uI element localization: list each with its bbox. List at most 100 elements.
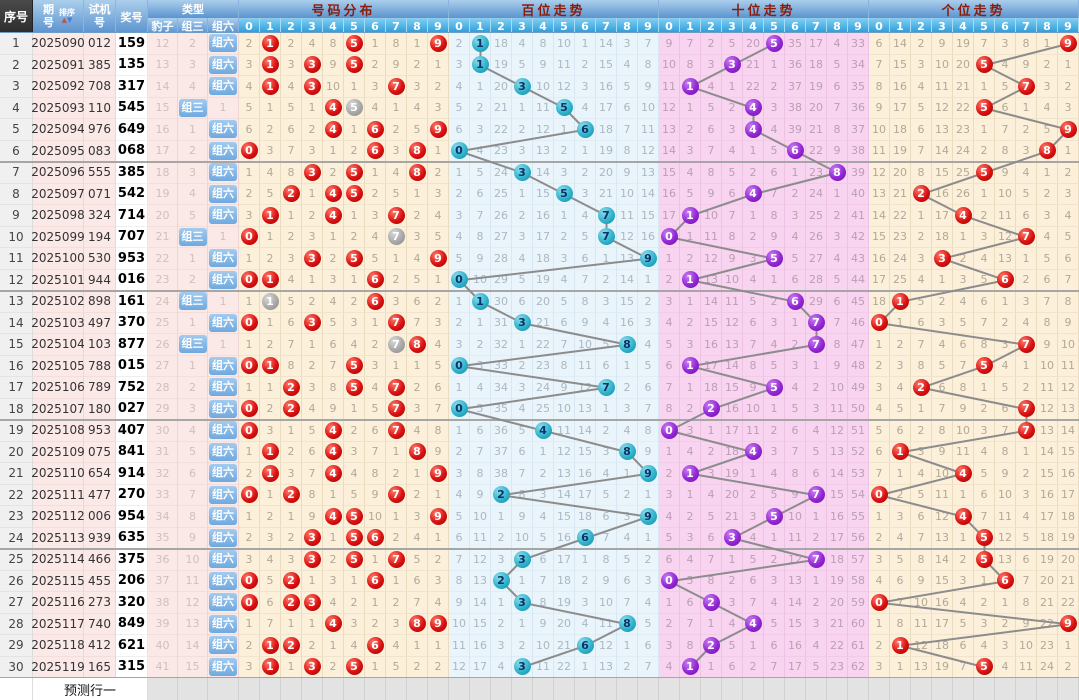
- trend-miss-cell: 10: [932, 54, 953, 76]
- trend-miss-cell: 4: [995, 54, 1016, 76]
- trend-ball-cell: 2: [701, 592, 722, 614]
- prediction-row-label: 预测行一: [33, 678, 148, 700]
- number-ball: 1: [261, 357, 279, 375]
- distribution-miss-cell: 3: [407, 506, 428, 528]
- number-ball: 4: [534, 421, 552, 439]
- distribution-miss-cell: 1: [407, 33, 428, 55]
- number-ball: 0: [240, 228, 258, 246]
- group3-miss-cell: 3: [178, 54, 208, 76]
- trend-miss-cell: 11: [554, 54, 575, 76]
- distribution-miss-cell: 7: [323, 355, 344, 377]
- prize-number-cell: 027: [116, 398, 148, 420]
- trend-miss-cell: 1: [890, 312, 911, 334]
- distribution-miss-cell: 5: [365, 398, 386, 420]
- distribution-miss-cell: 2: [428, 656, 449, 678]
- distribution-miss-cell: 2: [260, 119, 281, 141]
- trend-miss-cell: 7: [827, 312, 848, 334]
- distribution-miss-cell: 1: [323, 484, 344, 506]
- trend-miss-cell: 9: [827, 355, 848, 377]
- number-ball: 2: [912, 378, 930, 396]
- trend-miss-cell: 7: [890, 592, 911, 614]
- number-ball: 5: [345, 378, 363, 396]
- number-ball: 6: [576, 636, 594, 654]
- trend-ball-cell: 3: [512, 656, 533, 678]
- distribution-ball-cell: 0: [239, 398, 260, 420]
- trend-miss-cell: 5: [512, 269, 533, 291]
- distribution-miss-cell: 2: [260, 398, 281, 420]
- trend-miss-cell: 5: [512, 420, 533, 442]
- number-ball: 2: [492, 572, 510, 590]
- trend-miss-cell: 11: [827, 398, 848, 420]
- trend-miss-cell: 6: [890, 420, 911, 442]
- trend-miss-cell: 1: [680, 377, 701, 399]
- number-ball: 0: [240, 142, 258, 160]
- trend-miss-cell: 13: [869, 183, 890, 205]
- sort-asc-icon[interactable]: ▲: [61, 16, 67, 25]
- trend-miss-cell: 7: [533, 570, 554, 592]
- period-cell: 2025093: [31, 97, 85, 119]
- trend-miss-cell: 28: [806, 269, 827, 291]
- number-ball: 7: [387, 77, 405, 95]
- distribution-miss-cell: 3: [260, 140, 281, 162]
- trend-miss-cell: 6: [974, 291, 995, 313]
- trend-miss-cell: 15: [554, 506, 575, 528]
- group6-miss-cell: 1: [208, 291, 239, 313]
- trend-ball-cell: 9: [1058, 613, 1079, 635]
- trend-miss-cell: 5: [638, 355, 659, 377]
- trend-miss-cell: 7: [617, 592, 638, 614]
- trend-miss-cell: 10: [911, 592, 932, 614]
- trend-miss-cell: 12: [596, 635, 617, 657]
- trend-miss-cell: 9: [470, 248, 491, 270]
- number-ball: 6: [366, 271, 384, 289]
- group-divider: [0, 548, 1079, 550]
- trend-miss-cell: 1: [743, 140, 764, 162]
- trend-ball-cell: 1: [680, 205, 701, 227]
- number-ball: 1: [261, 34, 279, 52]
- trend-miss-cell: 8: [575, 291, 596, 313]
- digit-header: 3: [932, 18, 953, 33]
- number-ball: 7: [1017, 77, 1035, 95]
- trend-miss-cell: 19: [554, 592, 575, 614]
- trend-miss-cell: 20: [827, 592, 848, 614]
- trend-miss-cell: 23: [491, 140, 512, 162]
- type-chip: 组六: [209, 141, 237, 160]
- group-divider: [0, 161, 1079, 163]
- trend-miss-cell: 14: [659, 140, 680, 162]
- trend-miss-cell: 20: [533, 291, 554, 313]
- distribution-ball-cell: 7: [386, 334, 407, 356]
- trend-miss-cell: 17: [722, 420, 743, 442]
- distribution-ball-cell: 5: [344, 355, 365, 377]
- distribution-miss-cell: 6: [323, 334, 344, 356]
- trend-miss-cell: 7: [470, 441, 491, 463]
- sort-control[interactable]: 排序 ▲ ▼: [59, 8, 75, 25]
- trend-miss-cell: 3: [1037, 205, 1058, 227]
- seq-cell: 8: [0, 183, 33, 205]
- trend-miss-cell: 9: [827, 140, 848, 162]
- prize-number-cell: 752: [116, 377, 148, 399]
- distribution-miss-cell: 1: [365, 592, 386, 614]
- trend-miss-cell: 3: [1037, 76, 1058, 98]
- distribution-ball-cell: 0: [239, 592, 260, 614]
- sort-desc-icon[interactable]: ▼: [67, 16, 73, 25]
- trend-miss-cell: 9: [1037, 334, 1058, 356]
- digit-header: 8: [827, 18, 848, 33]
- trend-miss-cell: 5: [596, 484, 617, 506]
- distribution-ball-cell: 4: [323, 97, 344, 119]
- trend-miss-cell: 5: [575, 226, 596, 248]
- number-ball: 5: [345, 34, 363, 52]
- trend-miss-cell: 4: [953, 291, 974, 313]
- trend-miss-cell: 5: [785, 248, 806, 270]
- trend-miss-cell: 11: [869, 140, 890, 162]
- trend-miss-cell: 38: [848, 140, 869, 162]
- trend-miss-cell: 10: [596, 592, 617, 614]
- trend-miss-cell: 5: [722, 33, 743, 55]
- trend-ball-cell: 9: [638, 463, 659, 485]
- trend-miss-cell: 7: [932, 398, 953, 420]
- trend-miss-cell: 8: [659, 398, 680, 420]
- trend-miss-cell: 16: [722, 398, 743, 420]
- trend-miss-cell: 2: [953, 549, 974, 571]
- trend-miss-cell: 3: [470, 355, 491, 377]
- number-ball: 4: [744, 120, 762, 138]
- distribution-miss-cell: 9: [302, 506, 323, 528]
- trend-miss-cell: 8: [680, 635, 701, 657]
